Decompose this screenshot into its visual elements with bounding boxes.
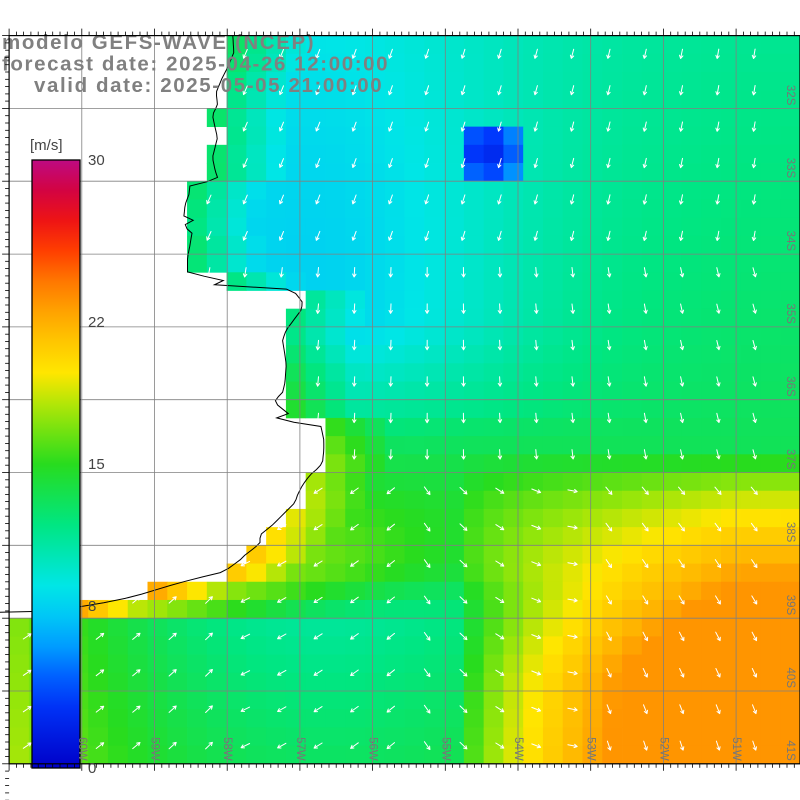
svg-text:[m/s]: [m/s] bbox=[30, 137, 63, 154]
svg-text:35S: 35S bbox=[784, 303, 796, 324]
svg-text:8: 8 bbox=[88, 598, 96, 615]
svg-text:modelo GEFS-WAVE (NCEP): modelo GEFS-WAVE (NCEP) bbox=[2, 31, 315, 54]
svg-text:53W: 53W bbox=[585, 737, 597, 761]
svg-text:51W: 51W bbox=[730, 737, 742, 761]
svg-text:38S: 38S bbox=[784, 522, 796, 543]
svg-text:59W: 59W bbox=[149, 737, 161, 761]
svg-text:valid date: 2025-05-05 21:00:0: valid date: 2025-05-05 21:00:00 bbox=[34, 74, 383, 97]
svg-text:56W: 56W bbox=[367, 737, 379, 761]
svg-text:41S: 41S bbox=[784, 740, 796, 761]
svg-text:52W: 52W bbox=[657, 737, 669, 761]
svg-text:forecast date: 2025-04-26 12:0: forecast date: 2025-04-26 12:00:00 bbox=[2, 53, 389, 76]
svg-text:39S: 39S bbox=[784, 595, 796, 616]
svg-text:32S: 32S bbox=[784, 85, 796, 106]
svg-text:40S: 40S bbox=[784, 668, 796, 689]
svg-text:36S: 36S bbox=[784, 376, 796, 397]
svg-text:34S: 34S bbox=[784, 231, 796, 252]
svg-text:33S: 33S bbox=[784, 158, 796, 179]
svg-text:55W: 55W bbox=[439, 737, 451, 761]
svg-text:60W: 60W bbox=[76, 737, 88, 761]
svg-text:22: 22 bbox=[88, 314, 105, 331]
svg-text:30: 30 bbox=[88, 152, 105, 169]
svg-text:54W: 54W bbox=[512, 737, 524, 761]
svg-text:0: 0 bbox=[88, 760, 96, 777]
svg-text:15: 15 bbox=[88, 456, 105, 473]
svg-text:57W: 57W bbox=[294, 737, 306, 761]
svg-text:58W: 58W bbox=[221, 737, 233, 761]
svg-text:37S: 37S bbox=[784, 449, 796, 470]
